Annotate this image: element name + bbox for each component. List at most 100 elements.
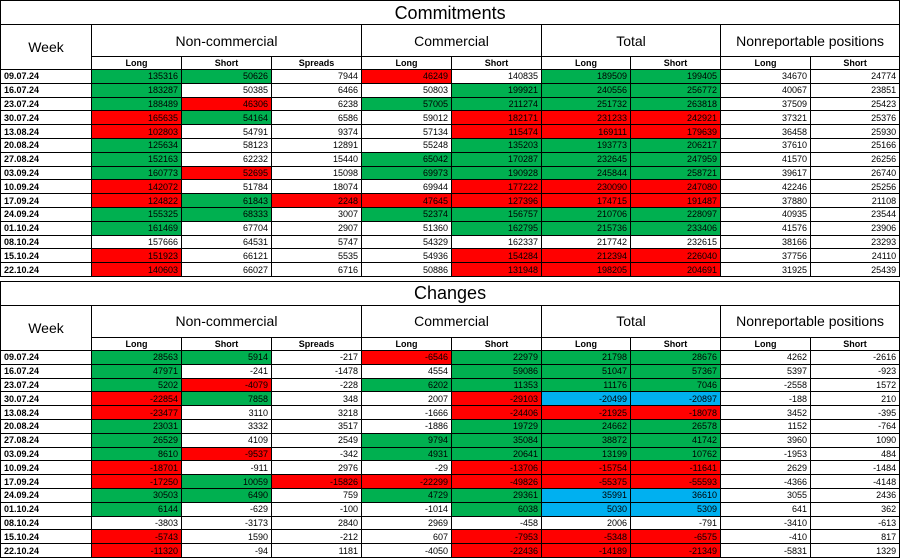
table-row: 20.08.24 125634 58123 12891 55248 135203 19377… <box>0 137 900 153</box>
value-cell: 210706 <box>541 206 631 222</box>
table-row: 16.07.24 183287 50385 6466 50803 199921 240556… <box>0 82 900 98</box>
value-cell: -15826 <box>271 474 362 489</box>
value-cell: 484 <box>809 446 900 462</box>
value-cell: 6586 <box>271 110 362 126</box>
value-cell: 240556 <box>541 82 631 98</box>
value-cell: -613 <box>809 515 900 531</box>
table-row: 15.10.24 -5743 1590 -212 607 -7953 -5348 -6575-… <box>0 529 900 545</box>
value-cell: 69944 <box>361 179 452 195</box>
value-cell: -923 <box>809 363 900 379</box>
value-cell: 23544 <box>809 206 900 222</box>
table-row: 13.08.24 -23477 3110 3218 -1666 -24406 -21925-… <box>0 405 900 420</box>
week-cell: 10.09.24 <box>0 179 92 195</box>
value-cell: -791 <box>630 515 721 531</box>
value-cell: 2549 <box>271 432 362 448</box>
value-cell: -11641 <box>630 460 721 476</box>
value-cell: 3110 <box>181 405 272 420</box>
subheader-short: Short <box>181 336 272 351</box>
value-cell: 1090 <box>809 432 900 448</box>
value-cell: 256772 <box>630 82 721 98</box>
value-cell: -20897 <box>630 391 721 407</box>
week-cell: 24.09.24 <box>0 206 92 222</box>
value-cell: 10059 <box>181 474 272 489</box>
table-row: 27.08.24 152163 62232 15440 65042 170287 23264… <box>0 151 900 167</box>
value-cell: 41576 <box>720 220 811 236</box>
value-cell: 15440 <box>271 151 362 167</box>
subheader-long: Long <box>541 56 631 70</box>
value-cell: 2907 <box>271 220 362 236</box>
value-cell: 1572 <box>809 377 900 393</box>
commercial-header: Commercial <box>361 304 542 338</box>
value-cell: 52374 <box>361 206 452 222</box>
table-row: 23.07.24 5202 -4079 -228 6202 11353 11176 7046-… <box>0 377 900 393</box>
value-cell: 65042 <box>361 151 452 167</box>
value-cell: -22436 <box>451 543 542 558</box>
value-cell: 57367 <box>630 363 721 379</box>
value-cell: 6490 <box>181 487 272 503</box>
value-cell: 102803 <box>91 124 182 139</box>
subheader-short: Short <box>451 56 542 70</box>
value-cell: 23293 <box>809 234 900 250</box>
subheader-short: Short <box>181 56 272 70</box>
value-cell: 226040 <box>630 248 721 264</box>
week-cell: 15.10.24 <box>0 248 92 264</box>
week-cell: 03.09.24 <box>0 165 92 181</box>
value-cell: -4050 <box>361 543 452 558</box>
value-cell: 40067 <box>720 82 811 98</box>
changes-table: Changes Week Non-commercial Commercial T… <box>0 280 900 558</box>
value-cell: 47971 <box>91 363 182 379</box>
week-cell: 09.07.24 <box>0 69 92 84</box>
value-cell: 2006 <box>541 515 631 531</box>
value-cell: 66027 <box>181 262 272 277</box>
value-cell: 67704 <box>181 220 272 236</box>
value-cell: 6038 <box>451 501 542 517</box>
value-cell: -3410 <box>720 515 811 531</box>
value-cell: 38872 <box>541 432 631 448</box>
value-cell: 1329 <box>809 543 900 558</box>
value-cell: -1014 <box>361 501 452 517</box>
value-cell: 142072 <box>91 179 182 195</box>
value-cell: 42246 <box>720 179 811 195</box>
table-row: 22.10.24 -11320 -94 1181 -4050 -22436 -14189 -2… <box>0 543 900 558</box>
nonreportable-header: Nonreportable positions <box>719 24 900 57</box>
value-cell: 59012 <box>361 110 452 126</box>
commitments-table: Commitments Week Non-commercial Commerci… <box>0 0 900 277</box>
value-cell: 35084 <box>451 432 542 448</box>
value-cell: 165635 <box>91 110 182 126</box>
value-cell: 162795 <box>451 220 542 236</box>
value-cell: -410 <box>720 529 811 545</box>
week-cell: 16.07.24 <box>0 82 92 98</box>
value-cell: 25376 <box>809 110 900 126</box>
value-cell: 157666 <box>91 234 182 250</box>
value-cell: 190928 <box>451 165 542 181</box>
value-cell: 23031 <box>91 418 182 434</box>
value-cell: 9794 <box>361 432 452 448</box>
value-cell: 6238 <box>271 96 362 112</box>
value-cell: 21798 <box>541 349 631 365</box>
value-cell: 127396 <box>451 193 542 208</box>
value-cell: 242921 <box>630 110 721 126</box>
value-cell: 140603 <box>91 262 182 277</box>
value-cell: 641 <box>720 501 811 517</box>
value-cell: -29103 <box>451 391 542 407</box>
value-cell: 199921 <box>451 82 542 98</box>
value-cell: 55248 <box>361 137 452 153</box>
value-cell: -212 <box>271 529 362 545</box>
value-cell: 215736 <box>541 220 631 236</box>
value-cell: 25166 <box>809 137 900 153</box>
value-cell: 5030 <box>541 501 631 517</box>
value-cell: 152163 <box>91 151 182 167</box>
value-cell: 212394 <box>541 248 631 264</box>
value-cell: 231233 <box>541 110 631 126</box>
week-cell: 20.08.24 <box>0 137 92 153</box>
value-cell: 759 <box>271 487 362 503</box>
value-cell: -18078 <box>630 405 721 420</box>
value-cell: -17250 <box>91 474 182 489</box>
value-cell: -458 <box>451 515 542 531</box>
value-cell: -55593 <box>630 474 721 489</box>
value-cell: 62232 <box>181 151 272 167</box>
value-cell: -395 <box>809 405 900 420</box>
value-cell: -13706 <box>451 460 542 476</box>
value-cell: 37509 <box>720 96 811 112</box>
value-cell: 20641 <box>451 446 542 462</box>
